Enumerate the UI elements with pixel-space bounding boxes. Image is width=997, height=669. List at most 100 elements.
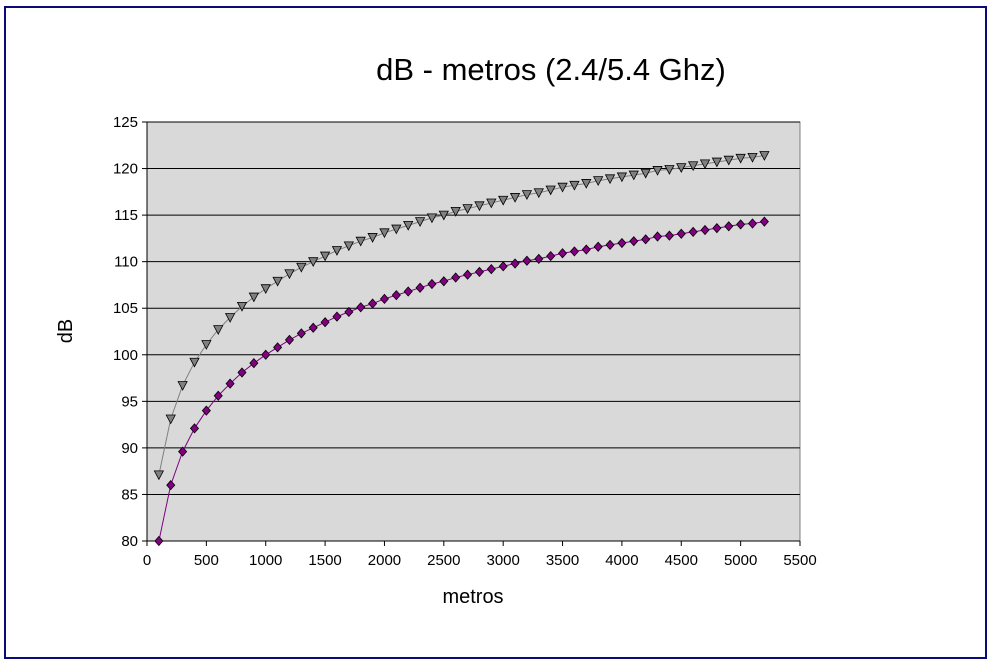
series-1-point-44 — [664, 165, 675, 175]
series-1-point-2 — [165, 414, 176, 425]
series-1-point-40 — [616, 172, 628, 183]
y-axis-label: dB — [55, 319, 77, 343]
series-2-point-17 — [344, 306, 354, 318]
series-2-point-1 — [154, 535, 164, 547]
series-2-point-49 — [724, 221, 734, 232]
x-tick-label-1000: 1000 — [249, 552, 282, 569]
series-1-point-28 — [474, 201, 485, 212]
gridlines — [147, 121, 800, 495]
series-2 — [154, 216, 769, 547]
series-1-point-30 — [498, 195, 509, 206]
series-1-point-29 — [486, 198, 497, 209]
series-2-point-45 — [676, 228, 686, 239]
x-tick-label-5500: 5500 — [783, 552, 816, 569]
series-1-point-23 — [414, 217, 426, 227]
series-1-point-33 — [533, 188, 544, 199]
series-1-point-52 — [759, 151, 770, 161]
series-2-point-43 — [652, 231, 663, 242]
x-tick-label-1500: 1500 — [308, 552, 341, 569]
x-tick-label-4500: 4500 — [665, 552, 698, 569]
series-1-point-51 — [747, 152, 758, 163]
chart-title: dB - metros (2.4/5.4 Ghz) — [376, 52, 726, 87]
x-tick-label-4000: 4000 — [605, 552, 638, 569]
series-1-point-47 — [699, 159, 711, 170]
series-1-point-43 — [652, 166, 663, 176]
y-tick-label-105: 105 — [113, 300, 138, 317]
series-1-point-27 — [462, 204, 473, 214]
series-1-point-31 — [509, 193, 521, 203]
series-2-point-21 — [391, 290, 401, 301]
series-2-point-44 — [664, 230, 674, 241]
series-2-point-10 — [261, 349, 271, 360]
x-tick-label-500: 500 — [194, 552, 219, 569]
series-1-point-25 — [438, 210, 449, 221]
series-2-point-19 — [368, 298, 378, 309]
series-1-point-35 — [557, 182, 568, 193]
series-2-point-4 — [189, 423, 200, 434]
series-2-point-32 — [522, 255, 532, 266]
series-2-point-42 — [641, 234, 651, 245]
series-2-point-36 — [569, 246, 579, 257]
series-layer — [153, 151, 770, 547]
series-1-point-14 — [308, 257, 319, 268]
series-1-point-39 — [604, 174, 616, 185]
y-tick-label-120: 120 — [113, 161, 138, 178]
series-1-point-1 — [153, 470, 165, 481]
series-1-point-46 — [687, 161, 699, 172]
series-2-point-9 — [249, 358, 259, 369]
series-2-point-51 — [747, 218, 758, 229]
y-tick-label-80: 80 — [121, 533, 138, 550]
series-1-point-21 — [391, 224, 402, 235]
series-1-point-18 — [355, 236, 366, 247]
series-1-point-20 — [379, 228, 390, 239]
series-1-point-49 — [723, 155, 734, 166]
series-2-point-26 — [451, 272, 461, 283]
series-2-point-12 — [284, 334, 295, 345]
series-1-point-41 — [628, 170, 639, 181]
series-2-point-24 — [427, 278, 437, 290]
series-1-point-4 — [189, 357, 200, 368]
series-1-point-16 — [331, 246, 343, 256]
series-2-point-7 — [225, 378, 235, 389]
series-2-point-15 — [320, 317, 330, 328]
series-1-point-50 — [735, 153, 746, 164]
y-tick-label-90: 90 — [121, 440, 138, 457]
series-2-point-47 — [700, 224, 710, 236]
series-1-line — [158, 155, 765, 476]
series-1-point-45 — [676, 163, 687, 173]
series-1-point-22 — [403, 220, 414, 231]
series-2-point-39 — [605, 239, 615, 251]
y-tick-label-100: 100 — [113, 347, 138, 364]
series-2-point-20 — [379, 293, 389, 305]
x-tick-label-2000: 2000 — [368, 552, 401, 569]
series-2-point-8 — [237, 367, 247, 378]
series-1-point-36 — [569, 180, 580, 191]
series-2-point-3 — [178, 446, 188, 457]
series-1-point-17 — [343, 241, 355, 252]
y-tick-label-95: 95 — [121, 393, 138, 410]
y-tick-label-125: 125 — [113, 114, 138, 131]
series-1-point-5 — [201, 340, 212, 350]
y-tick-label-110: 110 — [114, 254, 138, 271]
series-1-point-6 — [213, 325, 224, 335]
series-1-point-37 — [581, 179, 592, 189]
series-1-point-38 — [592, 176, 604, 187]
x-tick-label-5000: 5000 — [724, 552, 757, 569]
series-2-point-31 — [510, 258, 520, 269]
series-2-point-52 — [759, 216, 769, 227]
series-2-point-38 — [593, 241, 603, 252]
y-tick-label-115: 115 — [114, 207, 138, 224]
series-2-point-48 — [712, 223, 722, 234]
series-2-point-25 — [439, 276, 449, 287]
x-tick-label-2500: 2500 — [427, 552, 460, 569]
series-2-point-37 — [581, 244, 591, 255]
series-1-point-19 — [367, 233, 378, 243]
series-1-point-32 — [521, 190, 533, 200]
series-2-point-29 — [486, 264, 496, 275]
series-2-point-33 — [534, 253, 544, 264]
series-1-point-34 — [545, 185, 556, 196]
series-2-point-18 — [356, 302, 366, 313]
plot-area — [146, 121, 801, 542]
series-2-point-46 — [688, 226, 698, 237]
